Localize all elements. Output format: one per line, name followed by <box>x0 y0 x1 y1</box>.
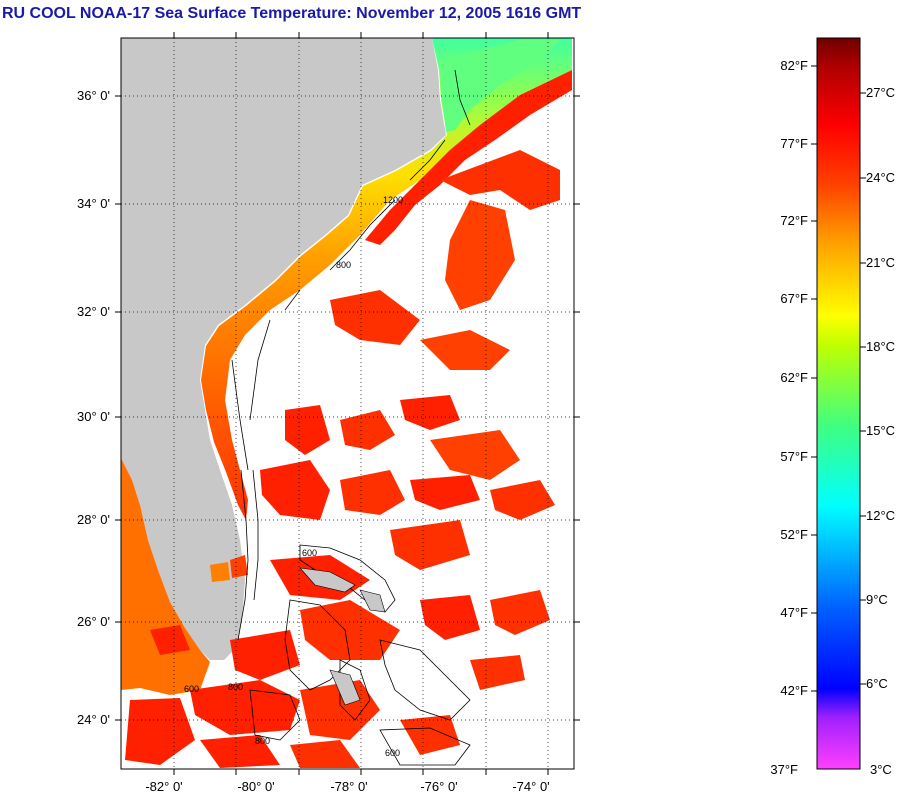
contour-label: 600 <box>385 748 400 758</box>
lat-label: 36° 0' <box>77 88 110 103</box>
contour-label: 1200 <box>383 195 403 205</box>
sst-patches <box>125 150 560 768</box>
contour-label: 800 <box>228 682 243 692</box>
colorbar-gradient <box>816 37 861 770</box>
colorbar-c-label: 21°C <box>866 255 896 270</box>
colorbar-c-label: 24°C <box>866 170 896 185</box>
colorbar-ticks <box>811 65 866 692</box>
lon-label: -74° 0' <box>512 779 550 794</box>
lon-label: -82° 0' <box>145 779 183 794</box>
map-ticks <box>115 32 580 775</box>
colorbar-f-label: 67°F <box>780 291 808 306</box>
colorbar-f-label: 82°F <box>780 58 808 73</box>
colorbar-f-label: 47°F <box>780 605 808 620</box>
colorbar-c-label: 27°C <box>866 85 896 100</box>
lat-label: 24° 0' <box>77 712 110 727</box>
lon-label: -78° 0' <box>330 779 368 794</box>
coastal-warm-band <box>201 38 572 520</box>
gulf-stream <box>365 70 572 245</box>
contour-label: 600 <box>184 684 199 694</box>
colorbar-c-label: 15°C <box>866 423 896 438</box>
colorbar-f-label: 37°F <box>770 762 798 777</box>
colorbar-f-label: 57°F <box>780 449 808 464</box>
bahamas-islands <box>299 567 386 706</box>
contour-label: 600 <box>302 548 317 558</box>
colorbar-f-label: 72°F <box>780 213 808 228</box>
map-frame <box>120 37 575 770</box>
coastal-green-water <box>440 40 560 132</box>
colorbar-c-label: 12°C <box>866 508 896 523</box>
gulf-warm-water <box>121 458 210 695</box>
lat-label: 26° 0' <box>77 614 110 629</box>
lat-label: 34° 0' <box>77 196 110 211</box>
contour-labels: 1200 800 600 600 800 600 800 <box>184 195 403 758</box>
colorbar-c-label: 9°C <box>866 592 888 607</box>
colorbar-f-label: 77°F <box>780 136 808 151</box>
colorbar-c-label: 3°C <box>870 762 892 777</box>
colorbar-f-label: 42°F <box>780 683 808 698</box>
lat-label: 30° 0' <box>77 409 110 424</box>
map-title: RU COOL NOAA-17 Sea Surface Temperature:… <box>2 5 582 22</box>
colorbar-c-label: 6°C <box>866 676 888 691</box>
land-mass <box>121 38 446 660</box>
lon-label: -76° 0' <box>420 779 458 794</box>
lon-label: -80° 0' <box>237 779 275 794</box>
contour-label: 800 <box>336 260 351 270</box>
colorbar-c-label: 18°C <box>866 339 896 354</box>
contour-label: 800 <box>255 736 270 746</box>
lat-label: 32° 0' <box>77 304 110 319</box>
lat-label: 28° 0' <box>77 512 110 527</box>
colorbar-f-label: 62°F <box>780 370 808 385</box>
colorbar-f-label: 52°F <box>780 527 808 542</box>
